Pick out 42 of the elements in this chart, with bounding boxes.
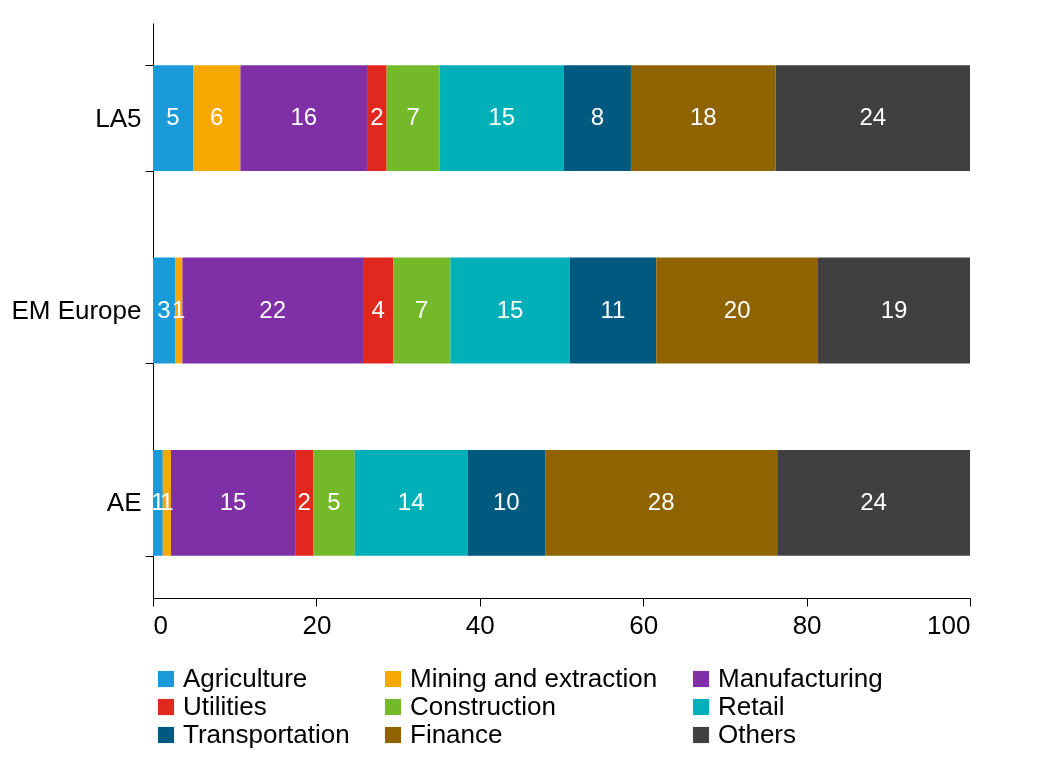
data-label: 22 — [259, 295, 287, 323]
data-label: 19 — [880, 295, 908, 323]
legend-label: Retail — [718, 691, 785, 721]
legend-label: Mining and extraction — [410, 663, 658, 693]
data-label: 20 — [723, 295, 751, 323]
data-label: 14 — [397, 487, 425, 515]
legend-label: Agriculture — [183, 663, 308, 693]
legend-label: Others — [718, 719, 797, 749]
data-label: 7 — [415, 295, 429, 323]
legend-label: Transportation — [183, 719, 350, 749]
data-label: 15 — [488, 103, 516, 131]
data-label: 6 — [210, 103, 224, 131]
x-tick-label: 0 — [153, 609, 168, 640]
data-label: 2 — [297, 487, 311, 515]
data-label: 11 — [600, 295, 626, 323]
data-label: 10 — [493, 487, 520, 515]
x-tick-label: 60 — [629, 609, 659, 640]
data-label: 15 — [219, 487, 247, 515]
x-tick-label: 80 — [792, 609, 822, 640]
data-label: 4 — [371, 295, 385, 323]
data-label: 15 — [496, 295, 524, 323]
legend-label: Utilities — [183, 691, 267, 721]
data-label: 2 — [370, 103, 384, 131]
y-tick-label: LA5 — [95, 102, 142, 133]
legend-label: Manufacturing — [718, 663, 883, 693]
data-label: 24 — [859, 103, 887, 131]
data-label: 24 — [860, 487, 887, 515]
data-label: 18 — [689, 103, 717, 131]
legend-label: Finance — [410, 719, 503, 749]
data-label: 5 — [327, 487, 341, 515]
x-tick-label: 100 — [927, 609, 971, 640]
data-label: 3 — [157, 295, 171, 323]
data-label: 7 — [406, 103, 420, 131]
y-tick-label: EM Europe — [11, 295, 142, 325]
data-label: 5 — [166, 103, 180, 131]
x-tick-label: 40 — [465, 609, 495, 640]
y-tick-label: AE — [106, 487, 142, 518]
data-label: 16 — [290, 103, 318, 131]
data-label: 8 — [590, 103, 605, 131]
data-label: 28 — [647, 487, 675, 515]
x-tick-label: 20 — [302, 609, 332, 640]
legend-label: Construction — [410, 691, 556, 721]
